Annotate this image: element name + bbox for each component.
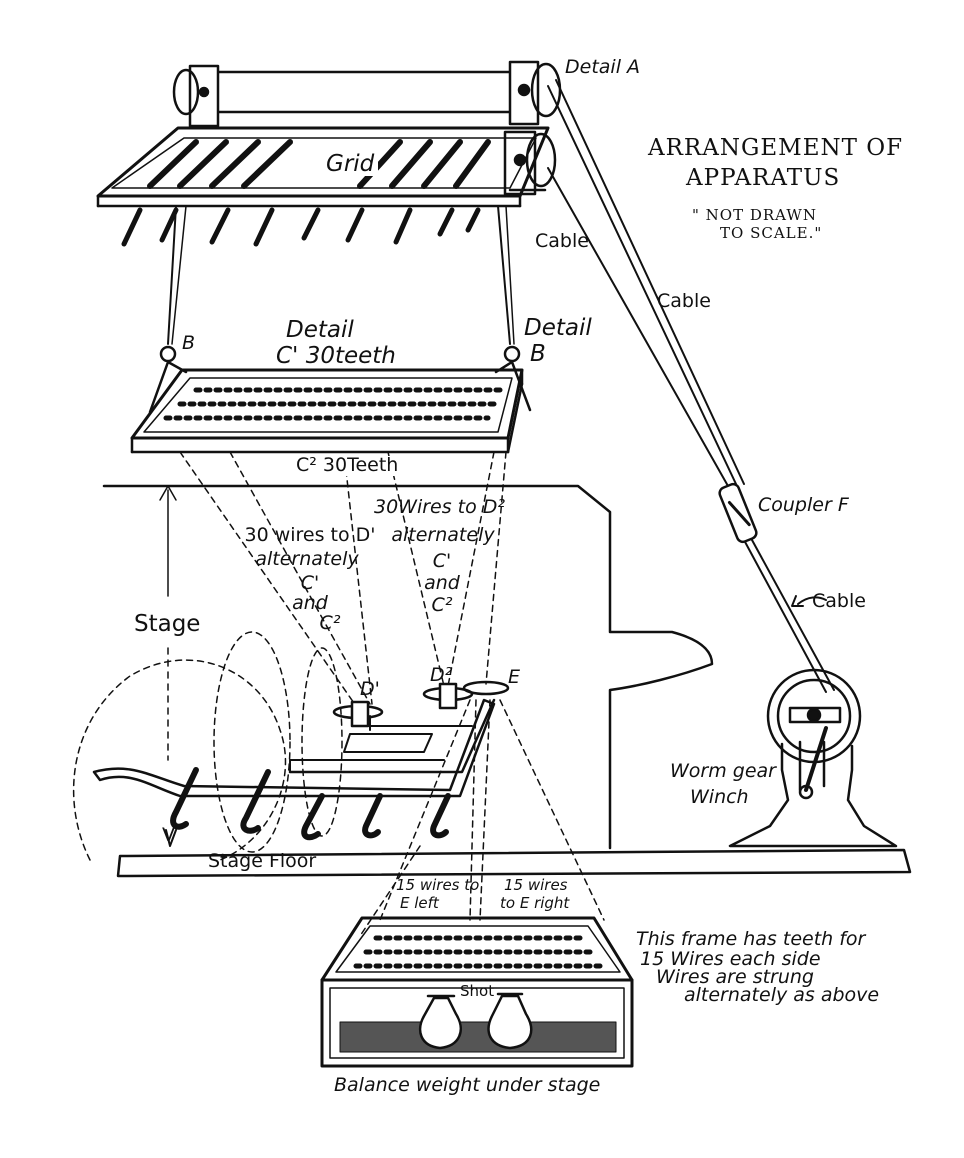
wire-lines-lower [359,699,605,937]
label-wires-d1-2: alternately [255,548,359,570]
label-detail-c1-teeth: C' 30teeth [276,343,396,369]
label-wires-d1-3: C' [300,572,320,594]
note-not-drawn-2: TO SCALE." [720,224,823,242]
label-wires-d2-5: C² [431,594,453,616]
note-frame-3: Wires are strung [656,966,814,988]
title-line-2: APPARATUS [686,165,841,191]
label-detail-b-letter: B [530,341,546,367]
label-d1: D' [360,678,380,700]
note-frame-2: 15 Wires each side [640,948,821,970]
stage-mechanism [92,680,510,847]
label-b-left: B [182,332,196,354]
label-wires-d2-4: and [424,572,460,594]
grid-assembly [96,60,562,247]
label-c2-30-teeth: C² 30Teeth [296,454,399,476]
label-e: E [508,666,521,688]
label-detail-a: Detail A [565,56,641,78]
label-wires-d1-5: C² [319,612,341,634]
label-coupler-f: Coupler F [758,494,849,516]
label-wires-d1-1: 30 wires to D' [244,524,376,546]
label-detail-c1: Detail [286,317,354,343]
label-d2: D² [430,664,453,686]
coupler-f [718,482,758,544]
label-stage: Stage [134,611,201,637]
label-wires-d2-2: alternately [391,524,495,546]
ghost-outlines [72,631,343,861]
label-balance-weight: Balance weight under stage [334,1074,601,1096]
label-wires-e-right-1: 15 wires [504,876,568,894]
label-wires-d2-1: 30Wires to D² [374,496,506,518]
label-detail-b: Detail [524,315,592,341]
title-line-1: ARRANGEMENT OF [648,135,904,161]
label-cable-1: Cable [535,230,589,252]
stage-floor [116,848,912,878]
label-stage-floor: Stage Floor [208,850,317,872]
wire-lines-upper [179,451,507,707]
note-frame-4: alternately as above [684,984,880,1006]
stage-outline [102,484,714,850]
frame-c1-c2 [130,368,524,454]
worm-gear-winch [728,668,898,848]
balance-weight-frame [320,916,634,1068]
main-cables [547,79,835,693]
label-cable-2: Cable [657,290,711,312]
label-wires-d1-4: and [292,592,328,614]
label-cable-3: Cable [812,590,866,612]
note-frame-1: This frame has teeth for [636,928,866,950]
label-shot: Shot [460,982,495,1000]
label-winch: Winch [690,786,749,808]
label-worm-gear: Worm gear [670,760,776,782]
note-not-drawn-1: " NOT DRAWN [692,206,817,224]
label-wires-e-left-1: 15 wires to [396,876,480,894]
label-wires-e-left-2: E left [400,894,439,912]
label-v: V [162,824,175,846]
label-wires-d2-3: C' [432,550,452,572]
label-grid: Grid [322,152,379,176]
label-wires-e-right-2: to E right [500,894,570,912]
